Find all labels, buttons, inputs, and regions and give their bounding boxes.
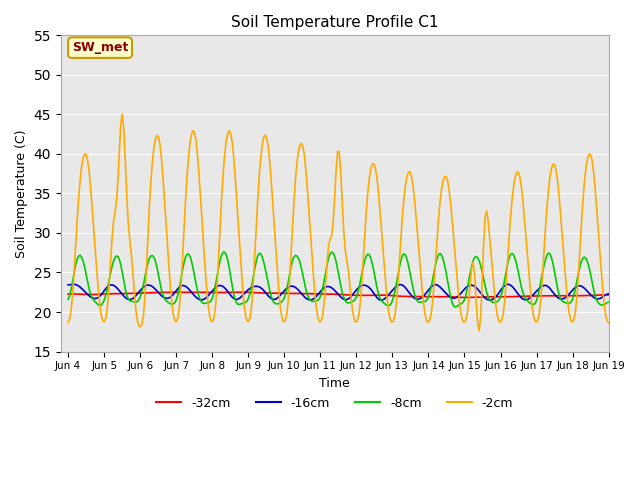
- -2cm: [132, 307, 140, 312]
- -16cm: [64, 282, 72, 288]
- Title: Soil Temperature Profile C1: Soil Temperature Profile C1: [231, 15, 438, 30]
- Line: -8cm: -8cm: [68, 252, 609, 307]
- -8cm: [225, 265, 233, 271]
- -2cm: [476, 328, 483, 334]
- -8cm: [578, 258, 586, 264]
- X-axis label: Time: Time: [319, 377, 350, 390]
- -32cm: [131, 290, 138, 296]
- -2cm: [118, 111, 126, 117]
- Line: -2cm: -2cm: [68, 114, 609, 331]
- Y-axis label: Soil Temperature (C): Soil Temperature (C): [15, 129, 28, 258]
- -16cm: [131, 294, 138, 300]
- -32cm: [302, 291, 310, 297]
- -2cm: [578, 219, 586, 225]
- Line: -16cm: -16cm: [68, 284, 609, 300]
- -32cm: [64, 291, 72, 297]
- Legend: -32cm, -16cm, -8cm, -2cm: -32cm, -16cm, -8cm, -2cm: [151, 392, 518, 415]
- -2cm: [254, 195, 262, 201]
- -32cm: [227, 289, 234, 295]
- -8cm: [64, 297, 72, 302]
- -8cm: [605, 299, 612, 305]
- -2cm: [227, 131, 234, 136]
- -8cm: [328, 249, 335, 255]
- -32cm: [245, 289, 253, 295]
- -16cm: [378, 297, 385, 303]
- -2cm: [605, 320, 612, 326]
- -8cm: [131, 299, 138, 305]
- -16cm: [605, 291, 612, 297]
- -2cm: [302, 168, 310, 174]
- -32cm: [168, 289, 176, 295]
- -2cm: [64, 320, 72, 325]
- Text: SW_met: SW_met: [72, 41, 128, 54]
- -16cm: [301, 294, 308, 300]
- -16cm: [504, 281, 511, 287]
- -2cm: [245, 319, 253, 324]
- -32cm: [460, 295, 468, 300]
- -16cm: [252, 283, 260, 289]
- -16cm: [578, 283, 586, 289]
- Line: -32cm: -32cm: [68, 292, 609, 298]
- -16cm: [243, 288, 251, 293]
- -16cm: [225, 290, 233, 296]
- -8cm: [252, 258, 260, 264]
- -32cm: [605, 292, 612, 298]
- -32cm: [254, 290, 262, 296]
- -8cm: [243, 298, 251, 303]
- -8cm: [451, 304, 459, 310]
- -8cm: [301, 280, 308, 286]
- -32cm: [578, 293, 586, 299]
